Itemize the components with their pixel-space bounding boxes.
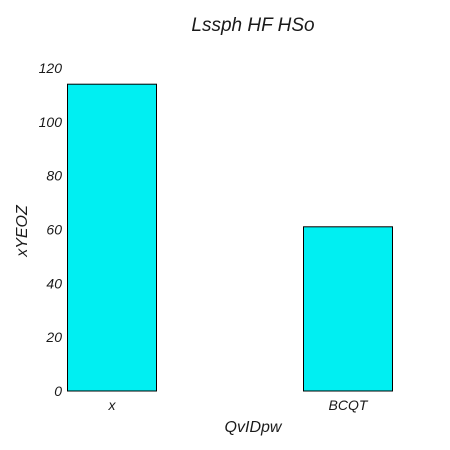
- bars-layer: [67, 83, 393, 392]
- y-axis-label: xYEOZ: [14, 204, 31, 258]
- y-axis-ticks: 0 20 40 60 80 100 120: [39, 60, 63, 399]
- bar-0: [67, 83, 157, 392]
- chart-title: Lssph HF HSo: [191, 15, 314, 36]
- x-tick-label-1: BCQT: [329, 397, 369, 413]
- y-tick-label-0: 0: [54, 383, 62, 399]
- x-axis-label: QvIDpw: [225, 419, 283, 436]
- x-axis-ticks: x BCQT: [108, 397, 369, 413]
- y-tick-label-1: 20: [45, 329, 62, 345]
- y-tick-label-6: 120: [39, 60, 63, 76]
- bar-1: [303, 226, 393, 392]
- y-tick-label-2: 40: [46, 275, 62, 291]
- x-tick-label-0: x: [108, 397, 117, 413]
- y-tick-label-5: 100: [39, 114, 63, 130]
- y-tick-label-4: 80: [46, 168, 62, 184]
- y-tick-label-3: 60: [46, 222, 62, 238]
